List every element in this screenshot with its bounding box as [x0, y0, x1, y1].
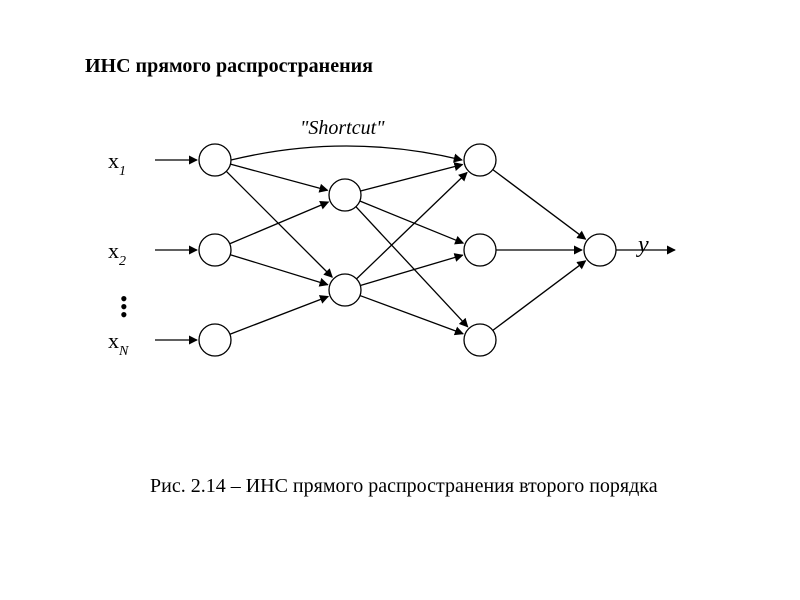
x2-sub: 2 — [119, 254, 126, 269]
node-i3 — [199, 324, 231, 356]
output-label-y: y — [638, 232, 649, 259]
node-o1 — [464, 144, 496, 176]
edge — [360, 201, 464, 243]
node-i1 — [199, 144, 231, 176]
edge — [493, 261, 586, 331]
edge — [360, 296, 463, 334]
page-title: ИНС прямого распространения — [85, 55, 373, 78]
node-i2 — [199, 234, 231, 266]
node-o2 — [464, 234, 496, 266]
node-o3 — [464, 324, 496, 356]
edge — [360, 165, 462, 191]
shortcut-label: "Shortcut" — [300, 117, 385, 140]
node-out — [584, 234, 616, 266]
edge — [493, 170, 586, 240]
x1-var: x — [108, 148, 119, 173]
xN-sub: N — [119, 344, 128, 359]
edge — [230, 202, 329, 244]
edge — [230, 164, 327, 190]
edge — [230, 296, 328, 334]
edge — [356, 207, 468, 327]
input-label-xN: xN — [108, 328, 128, 358]
input-ellipsis: ••• — [120, 295, 128, 319]
xN-var: x — [108, 328, 119, 353]
edge — [230, 255, 328, 285]
edge-shortcut — [231, 146, 462, 160]
node-h2 — [329, 274, 361, 306]
network-svg — [90, 120, 710, 420]
node-h1 — [329, 179, 361, 211]
input-label-x2: x2 — [108, 238, 126, 268]
figure-caption: Рис. 2.14 – ИНС прямого распространения … — [150, 475, 658, 498]
x1-sub: 1 — [119, 164, 126, 179]
input-label-x1: x1 — [108, 148, 126, 178]
network-diagram: x1 x2 xN ••• "Shortcut" y — [90, 120, 710, 420]
x2-var: x — [108, 238, 119, 263]
